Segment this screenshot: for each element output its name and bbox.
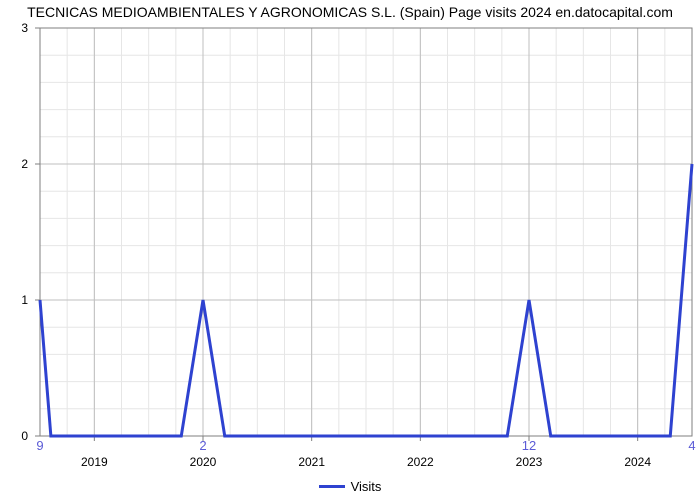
svg-text:2021: 2021: [298, 455, 325, 469]
legend-swatch-visits: [319, 485, 345, 488]
svg-text:12: 12: [522, 438, 536, 453]
svg-text:1: 1: [21, 293, 28, 307]
svg-text:2019: 2019: [81, 455, 108, 469]
svg-text:9: 9: [36, 438, 43, 453]
chart-frame: TECNICAS MEDIOAMBIENTALES Y AGRONOMICAS …: [0, 0, 700, 500]
legend: Visits: [0, 479, 700, 494]
legend-label-visits: Visits: [351, 479, 382, 494]
svg-text:3: 3: [21, 21, 28, 35]
svg-text:2: 2: [199, 438, 206, 453]
chart-plot: 201920202021202220232024012392124: [0, 0, 700, 500]
svg-text:2022: 2022: [407, 455, 434, 469]
svg-text:2020: 2020: [190, 455, 217, 469]
svg-text:2024: 2024: [624, 455, 651, 469]
svg-text:2: 2: [21, 157, 28, 171]
svg-text:2023: 2023: [516, 455, 543, 469]
svg-text:0: 0: [21, 429, 28, 443]
svg-text:4: 4: [688, 438, 695, 453]
